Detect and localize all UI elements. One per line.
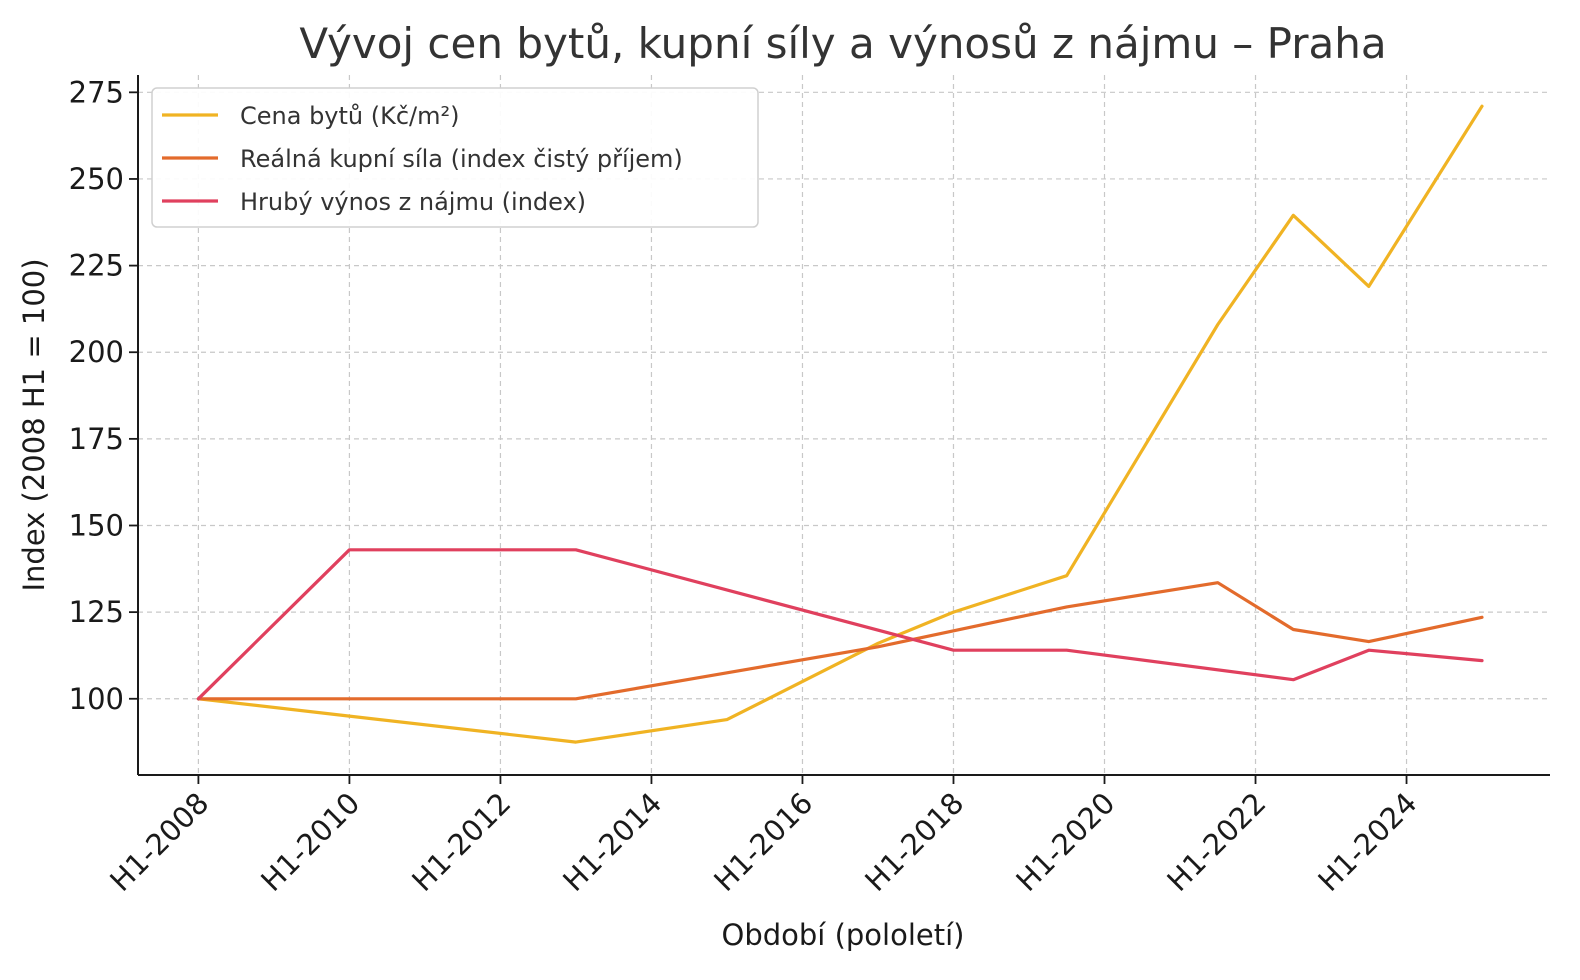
x-tick-label: H1-2024	[1311, 786, 1423, 898]
y-axis-label: Index (2008 H1 = 100)	[17, 258, 51, 591]
legend-label-3: Hrubý výnos z nájmu (index)	[240, 188, 586, 216]
x-tick-label: H1-2016	[707, 786, 819, 898]
x-tick-label: H1-2022	[1160, 786, 1272, 898]
x-tick-label: H1-2014	[556, 786, 668, 898]
y-tick-label: 175	[69, 422, 124, 456]
y-tick-label: 125	[69, 595, 124, 629]
legend-label-1: Cena bytů (Kč/m²)	[240, 102, 460, 130]
legend-label-2: Reálná kupní síla (index čistý příjem)	[240, 145, 683, 173]
x-tick-label: H1-2012	[405, 786, 517, 898]
x-tick-label: H1-2020	[1009, 786, 1121, 898]
x-tick-label: H1-2018	[858, 786, 970, 898]
y-tick-label: 250	[69, 162, 124, 196]
series-line-3	[196, 548, 1484, 701]
y-tick-label: 275	[69, 75, 124, 109]
y-tick-label: 100	[69, 682, 124, 716]
chart-title: Vývoj cen bytů, kupní síly a výnosů z ná…	[299, 19, 1386, 68]
axes	[137, 75, 1550, 776]
x-ticks: H1-2008 H1-2010 H1-2012 H1-2014 H1-2016 H1-20…	[103, 775, 1423, 898]
series-line-1	[196, 104, 1484, 744]
x-tick-label: H1-2008	[103, 786, 215, 898]
series-lines	[196, 104, 1484, 744]
x-tick-label: H1-2010	[254, 786, 366, 898]
y-ticks: 100 125 150 175 200 225 250 275	[69, 75, 138, 716]
y-tick-label: 225	[69, 249, 124, 283]
y-tick-label: 200	[69, 335, 124, 369]
y-tick-label: 150	[69, 508, 124, 542]
legend-box	[151, 87, 759, 228]
series-line-2	[196, 581, 1484, 701]
x-axis-label: Období (pololetí)	[722, 918, 965, 952]
legend: Cena bytů (Kč/m²) Reálná kupní síla (inde…	[151, 87, 759, 228]
